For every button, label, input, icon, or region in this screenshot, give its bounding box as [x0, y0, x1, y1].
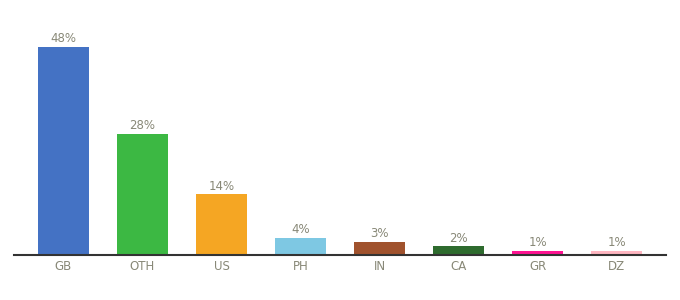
- Text: 1%: 1%: [528, 236, 547, 249]
- Text: 4%: 4%: [291, 223, 310, 236]
- Bar: [354, 242, 405, 255]
- Text: 1%: 1%: [607, 236, 626, 249]
- Text: 28%: 28%: [129, 119, 156, 132]
- Bar: [275, 238, 326, 255]
- Text: 3%: 3%: [370, 227, 389, 240]
- Bar: [38, 47, 89, 255]
- Text: 48%: 48%: [50, 32, 76, 45]
- Bar: [117, 134, 168, 255]
- Bar: [433, 246, 484, 255]
- Bar: [196, 194, 247, 255]
- Bar: [591, 251, 642, 255]
- Text: 14%: 14%: [208, 180, 235, 193]
- Bar: [512, 251, 563, 255]
- Text: 2%: 2%: [449, 232, 468, 244]
